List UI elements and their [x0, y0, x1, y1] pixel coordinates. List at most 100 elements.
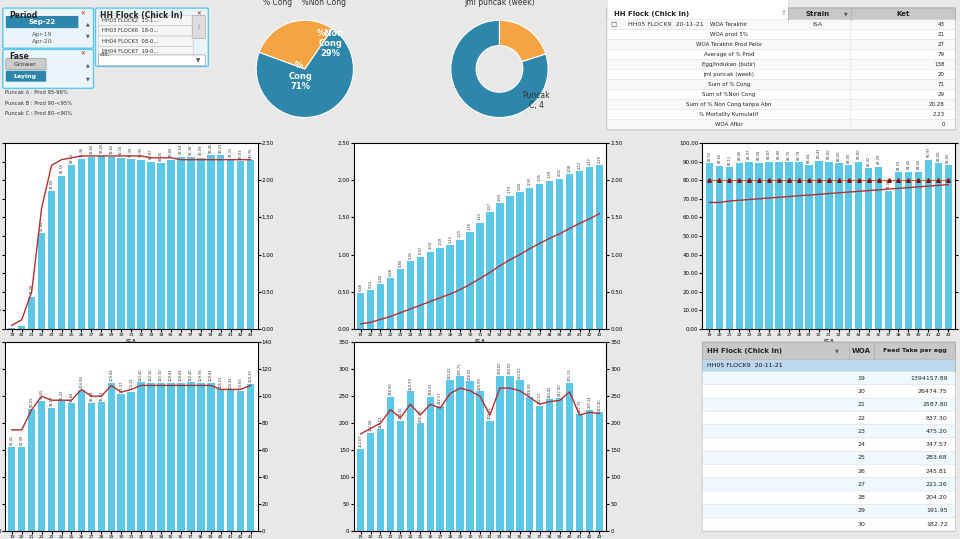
Text: 283.68: 283.68 [926, 455, 948, 460]
Bar [446, 245, 454, 329]
Text: 247.00: 247.00 [558, 384, 562, 397]
Text: 1.09: 1.09 [438, 237, 443, 245]
Bar [706, 163, 713, 329]
Text: HH Flock (Chick In): HH Flock (Chick In) [614, 11, 689, 17]
Bar [117, 157, 125, 329]
Text: 89.00: 89.00 [936, 150, 940, 161]
Text: ✕: ✕ [81, 52, 85, 57]
Text: 191.95: 191.95 [926, 508, 948, 514]
FancyBboxPatch shape [192, 16, 205, 38]
Bar [586, 168, 593, 329]
Text: WOA: WOA [852, 348, 871, 354]
Text: 2.12: 2.12 [578, 161, 582, 169]
Bar [407, 391, 414, 531]
Text: 43: 43 [938, 22, 945, 27]
Text: 248.91: 248.91 [428, 383, 432, 396]
Bar [437, 248, 444, 329]
Text: Apr-20: Apr-20 [32, 39, 53, 44]
Text: Puncak
C, 4: Puncak C, 4 [522, 91, 550, 110]
Text: 84.33: 84.33 [897, 160, 900, 170]
Text: ISA: ISA [812, 22, 823, 27]
Bar [128, 392, 135, 531]
Bar [207, 383, 214, 531]
Bar [167, 160, 175, 329]
Bar [8, 447, 15, 531]
Bar [536, 406, 543, 531]
FancyBboxPatch shape [99, 46, 193, 57]
Text: 0.48: 0.48 [359, 283, 363, 291]
Text: 84.65: 84.65 [906, 159, 910, 169]
Text: 200.18: 200.18 [419, 409, 422, 421]
Bar [565, 174, 573, 329]
Text: 90.95: 90.95 [139, 147, 143, 157]
FancyBboxPatch shape [607, 8, 955, 130]
Text: 89.97: 89.97 [747, 149, 752, 159]
FancyBboxPatch shape [851, 99, 955, 109]
Text: 90.00: 90.00 [827, 149, 830, 159]
FancyBboxPatch shape [703, 505, 955, 517]
Text: 220.40: 220.40 [597, 398, 601, 411]
Bar [98, 403, 105, 531]
Bar [565, 383, 573, 531]
Text: 1394157.89: 1394157.89 [910, 376, 948, 381]
Bar [915, 171, 923, 329]
Text: 89.72: 89.72 [787, 149, 791, 160]
Text: 109.84: 109.84 [208, 369, 213, 382]
Bar [98, 156, 105, 329]
Text: 1.69: 1.69 [498, 193, 502, 201]
Text: 138: 138 [934, 62, 945, 67]
Bar [48, 191, 56, 329]
Text: 0: 0 [941, 122, 945, 127]
Bar [357, 448, 364, 531]
Bar [855, 162, 862, 329]
Bar [147, 383, 155, 531]
Text: 232.17: 232.17 [538, 392, 541, 404]
Bar [446, 380, 454, 531]
Text: 82.50: 82.50 [60, 163, 63, 173]
Bar [18, 326, 26, 329]
Bar [396, 421, 404, 531]
Bar [87, 403, 95, 531]
Text: 19: 19 [857, 376, 866, 381]
Bar [735, 163, 743, 329]
Text: Puncak B : Prod 90-<95%: Puncak B : Prod 90-<95% [5, 100, 72, 106]
Bar [496, 203, 504, 329]
Text: 0.97: 0.97 [419, 246, 422, 254]
Text: ▲: ▲ [85, 63, 89, 68]
Bar [197, 157, 204, 329]
Bar [506, 376, 514, 531]
Bar [576, 413, 584, 531]
Text: 204.31: 204.31 [488, 407, 492, 419]
Bar [476, 223, 484, 329]
Bar [78, 159, 85, 329]
Text: 1.95: 1.95 [538, 174, 541, 182]
Text: 89.87: 89.87 [149, 149, 153, 160]
FancyBboxPatch shape [607, 79, 851, 89]
FancyBboxPatch shape [851, 19, 955, 30]
Text: 0.68: 0.68 [389, 268, 393, 276]
Bar [576, 171, 584, 329]
Bar [137, 160, 145, 329]
Bar [37, 401, 45, 531]
Text: 89.80: 89.80 [777, 149, 781, 160]
Text: 1.84: 1.84 [517, 182, 522, 190]
Text: 92.65: 92.65 [109, 144, 113, 154]
Text: 475.20: 475.20 [925, 429, 948, 434]
Text: 27: 27 [857, 482, 866, 487]
FancyBboxPatch shape [703, 371, 955, 385]
Bar [197, 383, 204, 531]
FancyBboxPatch shape [6, 16, 79, 28]
Bar [28, 297, 36, 329]
FancyBboxPatch shape [703, 398, 955, 411]
FancyBboxPatch shape [607, 109, 851, 119]
Text: 91.50: 91.50 [50, 396, 54, 406]
Bar [387, 279, 395, 329]
Bar [417, 423, 424, 531]
Text: ║: ║ [197, 25, 200, 29]
Text: 104.34: 104.34 [228, 376, 232, 389]
Text: 217.73: 217.73 [578, 400, 582, 412]
Bar [476, 391, 484, 531]
Text: Sum of % Cong: Sum of % Cong [708, 82, 750, 87]
Bar [556, 398, 564, 531]
FancyBboxPatch shape [851, 89, 955, 99]
